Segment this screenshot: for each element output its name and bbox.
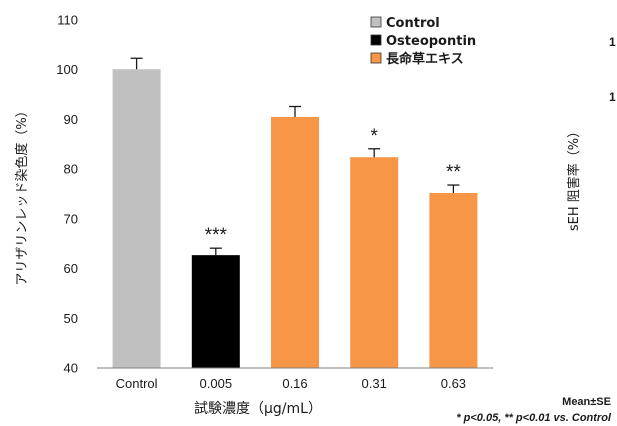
legend-swatch [370,34,382,46]
bars: ****** [112,57,478,369]
x-tick-label: 0.31 [362,376,387,391]
bar [350,157,399,368]
adjacent-tick-fragment: 1 [609,90,616,104]
legend-swatch [370,52,382,64]
y-tick-label: 80 [64,162,78,177]
legend-swatch [370,16,382,28]
x-tick-label: Control [116,376,158,391]
legend: Control Osteopontin 長命草エキス [370,16,476,67]
bar [112,69,161,369]
y-tick-label: 70 [64,211,78,226]
adjacent-panel-ylabel: sEH 阻害率（%） [566,125,582,231]
x-tick-label: 0.63 [441,376,466,391]
significance-marker: *** [205,225,228,246]
mean-se-note: Mean±SE [562,396,611,408]
y-axis-ticks: 40 50 60 70 80 90 100 110 [56,13,78,376]
y-tick-label: 110 [57,13,78,28]
x-axis-label: 試験濃度（μg/mL） [194,401,322,417]
significance-marker: ** [446,162,461,183]
y-tick-label: 90 [64,112,78,127]
adjacent-tick-fragment: 1 [609,35,616,49]
y-axis-label: アリザリンレッド染色度（%） [14,104,30,285]
bar [271,116,319,368]
y-tick-label: 40 [64,361,78,376]
x-tick-label: 0.005 [200,376,233,391]
y-tick-label: 100 [56,62,78,77]
significance-marker: * [370,126,378,147]
legend-label: 長命草エキス [386,51,464,67]
p-value-note: * p<0.05, ** p<0.01 vs. Control [456,412,612,424]
y-tick-label: 60 [64,261,78,276]
x-tick-label: 0.16 [282,376,307,391]
legend-label: Control [386,16,440,31]
x-axis-ticks: Control 0.005 0.16 0.31 0.63 [116,376,466,391]
bar [191,255,240,368]
legend-label: Osteopontin [386,34,476,49]
bar [429,193,478,368]
y-tick-label: 50 [64,311,78,326]
